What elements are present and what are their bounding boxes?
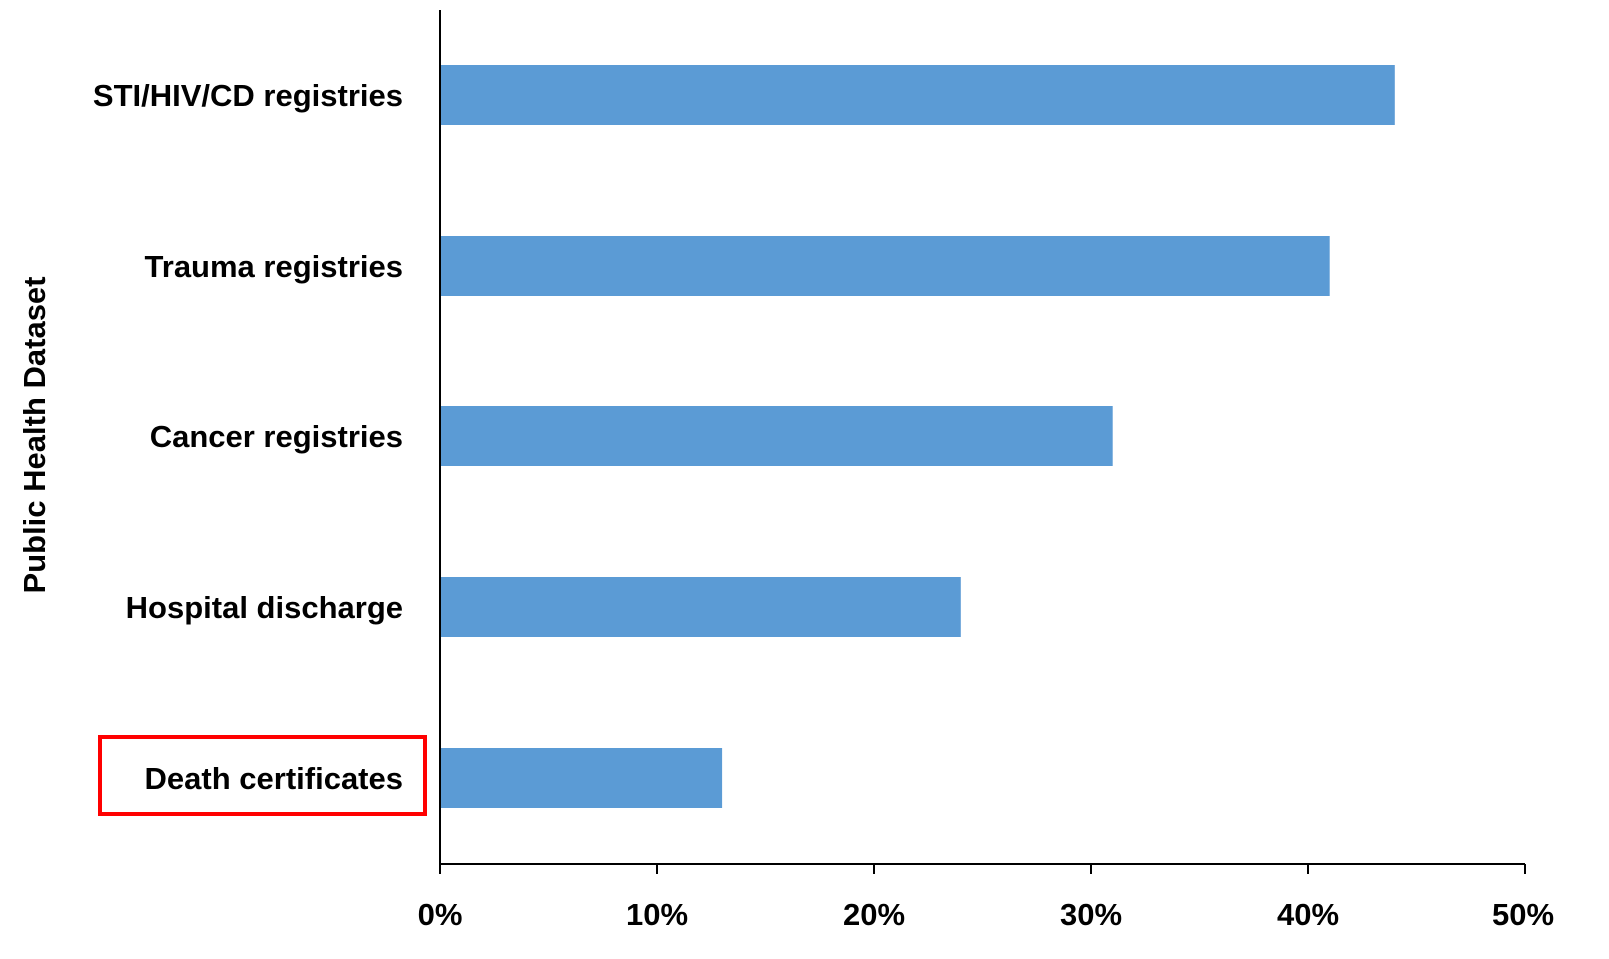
bar-cancer-registries (440, 406, 1113, 466)
x-tick-label: 10% (626, 897, 688, 932)
bar-sti-hiv-cd-registries (440, 65, 1395, 125)
category-label: Death certificates (145, 761, 403, 796)
x-tick-label: 40% (1277, 897, 1339, 932)
x-tick-label: 0% (418, 897, 463, 932)
bar-death-certificates (440, 748, 723, 808)
x-tick-label: 20% (843, 897, 905, 932)
y-axis-label: Public Health Dataset (17, 277, 52, 594)
highlight-box (98, 735, 427, 816)
bar-trauma-registries (440, 236, 1330, 296)
category-label: Trauma registries (145, 249, 403, 284)
category-label: Hospital discharge (126, 590, 403, 625)
category-label: STI/HIV/CD registries (93, 78, 403, 113)
bar-hospital-discharge (440, 577, 961, 637)
category-label: Cancer registries (150, 419, 403, 454)
x-tick-label: 50% (1492, 897, 1554, 932)
x-tick-label: 30% (1060, 897, 1122, 932)
